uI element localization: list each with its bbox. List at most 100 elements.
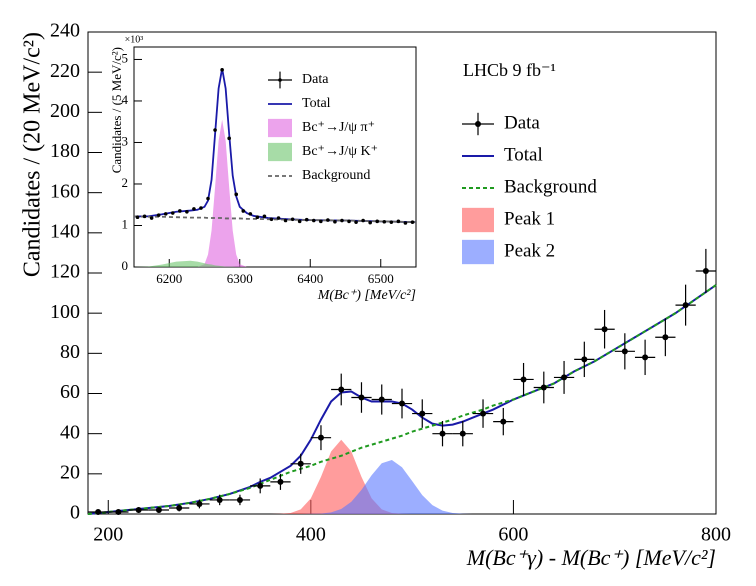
- data-point: [156, 213, 161, 217]
- x-tick-label: 6500: [368, 271, 394, 286]
- y-tick-label: 80: [60, 341, 80, 363]
- data-point: [410, 220, 415, 224]
- y-tick-label: 2: [122, 175, 129, 190]
- legend-marker: [268, 118, 292, 138]
- data-point: [220, 68, 224, 72]
- data-point: [277, 478, 284, 485]
- data-point: [382, 219, 387, 224]
- data-point: [642, 354, 649, 361]
- data-point: [115, 508, 122, 515]
- data-point: [540, 384, 547, 391]
- y-tick-label: 1: [122, 216, 129, 231]
- data-point: [163, 212, 168, 216]
- data-point: [500, 418, 507, 425]
- data-point: [561, 374, 568, 381]
- x-tick-label: 6400: [297, 271, 323, 286]
- y-axis-label: Candidates / (20 MeV/c²): [20, 32, 46, 277]
- data-point: [662, 334, 669, 341]
- data-point: [389, 220, 394, 224]
- legend-label: Total: [302, 96, 331, 111]
- data-point: [702, 267, 709, 274]
- data-point: [480, 410, 487, 417]
- fit-line: [133, 215, 417, 224]
- data-point: [185, 209, 189, 214]
- data-point: [241, 209, 246, 213]
- x-tick-label: 6200: [156, 271, 182, 286]
- data-point: [135, 506, 142, 513]
- y-tick-label: 220: [50, 60, 80, 82]
- y-tick-label: 160: [50, 180, 80, 202]
- data-point: [621, 348, 628, 355]
- data-point: [290, 217, 295, 222]
- data-point: [199, 206, 203, 210]
- data-point: [297, 219, 302, 224]
- area: [88, 459, 716, 514]
- data-point: [142, 214, 147, 219]
- legend-label: Total: [504, 144, 543, 165]
- data-point: [361, 218, 365, 223]
- y-tick-label: 0: [122, 258, 129, 273]
- data-point: [248, 212, 253, 216]
- x-tick-label: 200: [93, 524, 123, 546]
- legend-marker: [278, 78, 282, 82]
- data-point: [399, 400, 405, 407]
- area: [134, 260, 416, 267]
- y-tick-label: 5: [122, 50, 129, 65]
- x-axis-label: M(Bc⁺γ) - M(Bc⁺) [MeV/c²]: [466, 545, 716, 570]
- legend-label: Background: [504, 176, 597, 197]
- data-point: [520, 376, 527, 383]
- y-axis-label: Candidates / (5 MeV/c²): [109, 47, 124, 173]
- y-tick-label: 140: [50, 220, 80, 242]
- data-point: [419, 410, 426, 417]
- data-point: [439, 430, 446, 437]
- y-multiplier: ×10³: [125, 34, 144, 45]
- legend-marker: [462, 239, 494, 265]
- y-tick-label: 3: [122, 133, 129, 148]
- data-point: [95, 508, 102, 515]
- data-point: [234, 192, 239, 197]
- x-tick-label: 400: [296, 524, 326, 546]
- data-point: [216, 496, 223, 503]
- data-point: [170, 211, 175, 215]
- data-point: [227, 136, 231, 141]
- legend-label: Peak 1: [504, 208, 555, 229]
- data-point: [340, 218, 344, 223]
- data-point: [319, 219, 323, 224]
- legend-marker: [268, 142, 292, 162]
- data-point: [276, 216, 281, 220]
- y-tick-label: 20: [60, 461, 80, 483]
- data-point: [283, 218, 288, 223]
- x-tick-label: 800: [701, 524, 731, 546]
- y-tick-label: 180: [50, 140, 80, 162]
- data-point: [192, 207, 196, 211]
- data-point: [155, 506, 162, 513]
- legend-label: Peak 2: [504, 240, 555, 261]
- data-point: [378, 396, 385, 403]
- data-point: [317, 434, 324, 441]
- legend-label: Bc⁺→J/ψ π⁺: [302, 120, 375, 135]
- data-point: [347, 219, 351, 224]
- plot: 0 1 2 3 4 5 6200 6300 6400 6500 M(Bc⁺) [MeV/c²] Can…: [109, 34, 417, 303]
- data-point: [176, 504, 183, 511]
- data-point: [304, 217, 309, 222]
- annotation: LHCb 9 fb⁻¹: [463, 60, 556, 80]
- legend-marker: [475, 121, 481, 127]
- data-point: [403, 221, 408, 225]
- data-point: [368, 220, 372, 225]
- data-point: [358, 394, 365, 401]
- data-point: [333, 219, 337, 224]
- data-point: [326, 218, 330, 222]
- data-point: [375, 219, 380, 224]
- data-point: [459, 430, 466, 437]
- data-point: [255, 215, 260, 219]
- y-tick-label: 40: [60, 421, 80, 443]
- data-point: [311, 218, 316, 223]
- legend-marker: [462, 207, 494, 233]
- data-point: [354, 220, 358, 224]
- data-point: [262, 214, 267, 219]
- data-point: [269, 217, 274, 222]
- legend-label: Data: [302, 72, 329, 87]
- data-point: [601, 326, 608, 333]
- y-tick-label: 100: [50, 301, 80, 323]
